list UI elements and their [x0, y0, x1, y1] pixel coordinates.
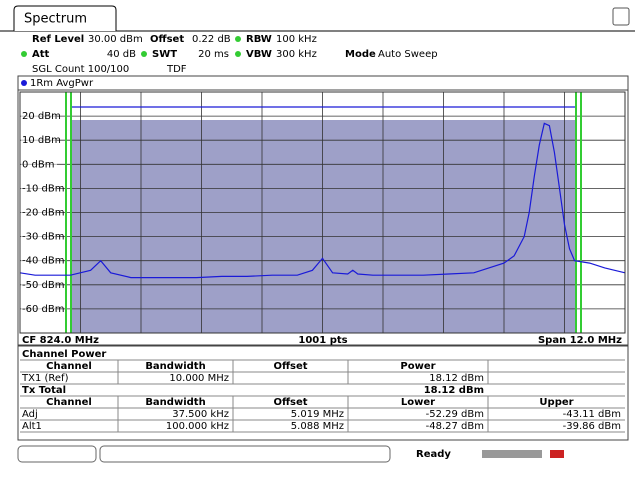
indicator-dot: [235, 51, 241, 57]
table-title: Channel Power: [22, 349, 106, 360]
label: Mode: [345, 49, 376, 60]
channel-area: [70, 120, 577, 333]
y-tick-label: 10 dBm: [22, 135, 61, 146]
tick-bg: [21, 134, 57, 147]
status-field: [17, 445, 97, 463]
plot-frame: [17, 75, 629, 347]
label: 100 kHz: [276, 34, 317, 45]
y-tick-label: -50 dBm: [22, 280, 64, 291]
table-cell: -52.29 dBm: [426, 409, 484, 420]
table-cell: Channel: [46, 361, 92, 372]
label: TDF: [166, 64, 187, 75]
indicator-dot: [141, 51, 147, 57]
label: SGL Count 100/100: [32, 64, 129, 75]
y-tick-label: -30 dBm: [22, 232, 64, 243]
y-tick-label: -20 dBm: [22, 208, 64, 219]
table-cell: Tx Total: [22, 385, 66, 396]
trace: [19, 122, 626, 279]
menu-icon[interactable]: [612, 7, 630, 26]
table-cell: 18.12 dBm: [424, 385, 484, 396]
y-tick-label: 20 dBm: [22, 111, 61, 122]
tick-bg: [21, 278, 57, 291]
label: 20 ms: [198, 49, 229, 60]
label: Offset: [150, 34, 184, 45]
indicator-dot: [21, 51, 27, 57]
table-cell: Bandwidth: [145, 397, 205, 408]
table-cell: Adj: [22, 409, 38, 420]
y-tick-label: -10 dBm: [22, 183, 64, 194]
table-cell: 18.12 dBm: [429, 373, 484, 384]
trace-label: 1Rm AvgPwr: [30, 78, 94, 89]
tick-bg: [21, 230, 57, 243]
tick-bg: [21, 158, 57, 171]
table-cell: 100.000 kHz: [166, 421, 229, 432]
table-cell: Alt1: [22, 421, 42, 432]
table-cell: 5.019 MHz: [291, 409, 344, 420]
tick-bg: [21, 254, 57, 267]
table-cell: Offset: [273, 397, 307, 408]
y-tick-label: -60 dBm: [22, 304, 64, 315]
table-cell: Power: [400, 361, 435, 372]
table-cell: Lower: [401, 397, 435, 408]
tick-bg: [21, 302, 57, 315]
label: Att: [32, 49, 50, 60]
table-cell: Bandwidth: [145, 361, 205, 372]
label: VBW: [246, 49, 272, 60]
y-tick-label: 0 dBm: [22, 159, 55, 170]
label: Span 12.0 MHz: [538, 335, 622, 346]
table-cell: TX1 (Ref): [21, 373, 69, 384]
table-cell: 10.000 MHz: [169, 373, 229, 384]
table-cell: Channel: [46, 397, 92, 408]
status-field: [99, 445, 391, 463]
label: 1001 pts: [298, 335, 347, 346]
label: Auto Sweep: [378, 49, 438, 60]
label: 300 kHz: [276, 49, 317, 60]
label: Ref Level: [32, 34, 84, 45]
tick-bg: [21, 110, 57, 123]
table-cell: 37.500 kHz: [172, 409, 229, 420]
table-cell: -43.11 dBm: [563, 409, 621, 420]
table-cell: Offset: [273, 361, 307, 372]
label: 0.22 dB: [192, 34, 231, 45]
label: RBW: [246, 34, 272, 45]
label: CF 824.0 MHz: [22, 335, 99, 346]
tick-bg: [21, 206, 57, 219]
tick-bg: [21, 182, 57, 195]
status-text: Ready: [416, 449, 451, 460]
tab[interactable]: [13, 5, 117, 31]
table-cell: 5.088 MHz: [291, 421, 344, 432]
table-frame: [17, 344, 629, 441]
indicator-dot: [235, 36, 241, 42]
indicator-dot: [21, 80, 27, 86]
progress: [482, 450, 542, 458]
label: 30.00 dBm: [88, 34, 143, 45]
label: SWT: [152, 49, 177, 60]
table-cell: Upper: [539, 397, 573, 408]
label: 40 dB: [107, 49, 136, 60]
tab-label: Spectrum: [24, 12, 87, 27]
y-tick-label: -40 dBm: [22, 256, 64, 267]
indicator: [550, 450, 564, 458]
plot-border: [19, 91, 626, 334]
table-cell: -39.86 dBm: [563, 421, 621, 432]
table-cell: -48.27 dBm: [426, 421, 484, 432]
